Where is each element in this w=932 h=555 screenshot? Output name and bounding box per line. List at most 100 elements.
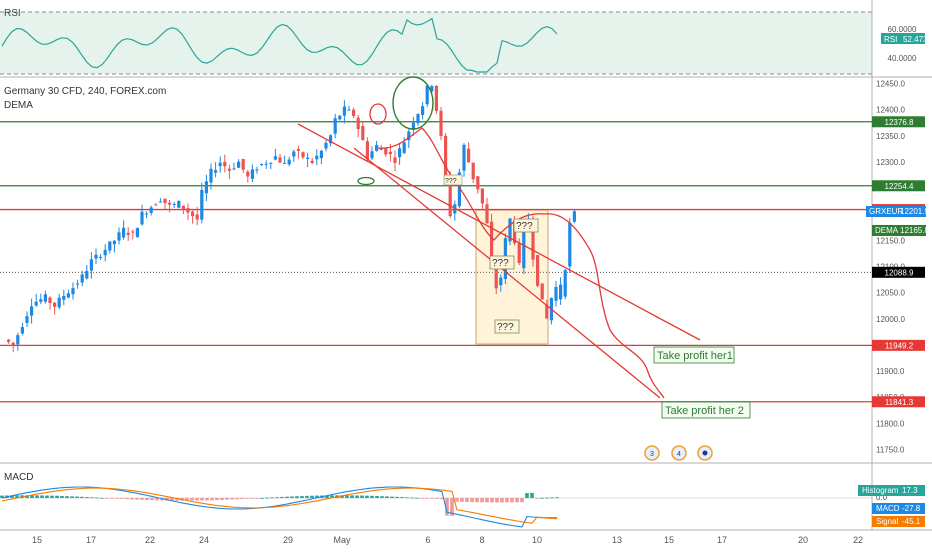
macd-hist-bar-59 <box>295 496 299 498</box>
macd-hist-bar-37 <box>185 498 189 501</box>
macd-hist-bar-40 <box>200 498 204 501</box>
macd-hist-bar-105 <box>525 493 529 498</box>
macd-hist-bar-32 <box>160 498 164 501</box>
candle-body-124 <box>572 211 576 222</box>
price-tick-8: 12000.0 <box>876 315 905 324</box>
macd-hist-bar-97 <box>485 498 489 503</box>
macd-hist-bar-93 <box>465 498 469 503</box>
macd-hist-bar-14 <box>70 496 74 498</box>
time-tick-1: 17 <box>86 535 96 545</box>
price-tag-1 <box>872 180 925 192</box>
grxeur-tag: GRXEUR 12201.9 <box>866 206 929 217</box>
time-tick-4: 29 <box>283 535 293 545</box>
candle-body-68 <box>315 155 319 160</box>
candle-body-31 <box>145 213 149 215</box>
candle-body-42 <box>195 214 199 220</box>
macd-hist-bar-26 <box>130 498 134 500</box>
pane-frames <box>0 0 932 531</box>
price-tick-3: 12300.0 <box>876 158 905 167</box>
candle-body-56 <box>260 164 264 166</box>
macd-hist-bar-53 <box>265 497 269 499</box>
time-tick-8: 10 <box>532 535 542 545</box>
rsi-line <box>1 17 558 73</box>
candle-body-110 <box>508 218 512 242</box>
candle-body-12 <box>57 297 61 308</box>
macd-hist-bar-42 <box>210 498 214 501</box>
macd-hist-bar-43 <box>215 498 219 501</box>
price-tag-0 <box>872 116 925 128</box>
candle-body-96 <box>444 135 448 177</box>
candle-body-104 <box>480 188 484 204</box>
candle-body-53 <box>246 171 250 177</box>
candle-body-13 <box>62 295 66 300</box>
macd-hist-bar-19 <box>95 497 99 499</box>
candle-body-101 <box>467 148 471 163</box>
rsi-tag-value: 52.4733 <box>903 35 932 44</box>
candle-body-37 <box>172 204 176 206</box>
candle-body-59 <box>273 156 277 160</box>
macd-hist-bar-72 <box>360 495 364 498</box>
event-badge-1[interactable]: 3 <box>644 445 660 461</box>
macd-hist-bar-84 <box>420 498 424 499</box>
candle-body-19 <box>89 259 93 271</box>
candle-body-123 <box>568 222 572 267</box>
candle-body-89 <box>411 122 415 130</box>
candle-body-120 <box>554 286 558 301</box>
candle-body-34 <box>158 201 162 203</box>
signal-line <box>1 487 558 524</box>
take-profit-2-text: Take profit her 2 <box>665 405 744 417</box>
candle-body-102 <box>471 162 475 180</box>
macd-hist-bar-111 <box>555 497 559 499</box>
macd-hist-bar-16 <box>80 496 84 498</box>
event-badge-2[interactable]: 4 <box>671 445 687 461</box>
macd-hist-bar-7 <box>35 495 39 498</box>
macd-hist-bar-29 <box>145 498 149 501</box>
macd-hist-bar-95 <box>475 498 479 503</box>
macd-hist-bar-89 <box>445 498 449 516</box>
candle-body-90 <box>416 114 420 124</box>
macd-hist-bar-27 <box>135 498 139 500</box>
candle-body-58 <box>269 162 273 164</box>
macd-hist-bar-74 <box>370 495 374 498</box>
macd-hist-bar-12 <box>60 495 64 498</box>
candle-body-72 <box>333 118 337 134</box>
macd-hist-bar-99 <box>495 498 499 503</box>
event-badge-2-text: 4 <box>677 451 681 458</box>
macd-tick-0: 0.0 <box>876 493 888 502</box>
macd-hist-bar-28 <box>140 498 144 500</box>
price-tag-text-3: 12088.9 <box>885 268 914 277</box>
candle-body-40 <box>186 208 190 213</box>
candle-body-4 <box>20 327 24 334</box>
candle-body-38 <box>177 200 181 208</box>
macd-hist-bar-82 <box>410 497 414 499</box>
candle-body-2 <box>11 342 15 345</box>
candle-body-64 <box>296 149 300 151</box>
candle-body-80 <box>370 151 374 159</box>
macd-hist-bar-76 <box>380 496 384 498</box>
take-profit-2-label: Take profit her 2 <box>661 401 751 419</box>
macd-hist-bar-46 <box>230 498 234 500</box>
grxeur-tag-label: GRXEUR <box>869 207 903 216</box>
price-tick-5: 12150.0 <box>876 236 905 245</box>
candle-body-115 <box>531 221 535 260</box>
candle-body-116 <box>536 255 540 286</box>
price-tick-1: 12400.0 <box>876 106 905 115</box>
candle-body-65 <box>301 152 305 158</box>
candle-body-44 <box>204 181 208 194</box>
macd-hist-bar-34 <box>170 498 174 501</box>
question-text-3: ??? <box>497 322 514 333</box>
macd-hist-bar-81 <box>405 497 409 499</box>
macd-hist-bar-21 <box>105 498 109 499</box>
macd-hist-bar-96 <box>480 498 484 503</box>
macd-hist-bar-39 <box>195 498 199 501</box>
candle-body-24 <box>112 240 116 245</box>
candle-body-106 <box>490 221 494 265</box>
macd-hist-bar-25 <box>125 498 129 500</box>
event-badge-3[interactable] <box>697 445 713 461</box>
macd-hist-bar-98 <box>490 498 494 503</box>
macd-hist-bar-63 <box>315 495 319 498</box>
macd-hist-bar-103 <box>515 498 519 503</box>
macd-hist-bar-109 <box>545 497 549 499</box>
